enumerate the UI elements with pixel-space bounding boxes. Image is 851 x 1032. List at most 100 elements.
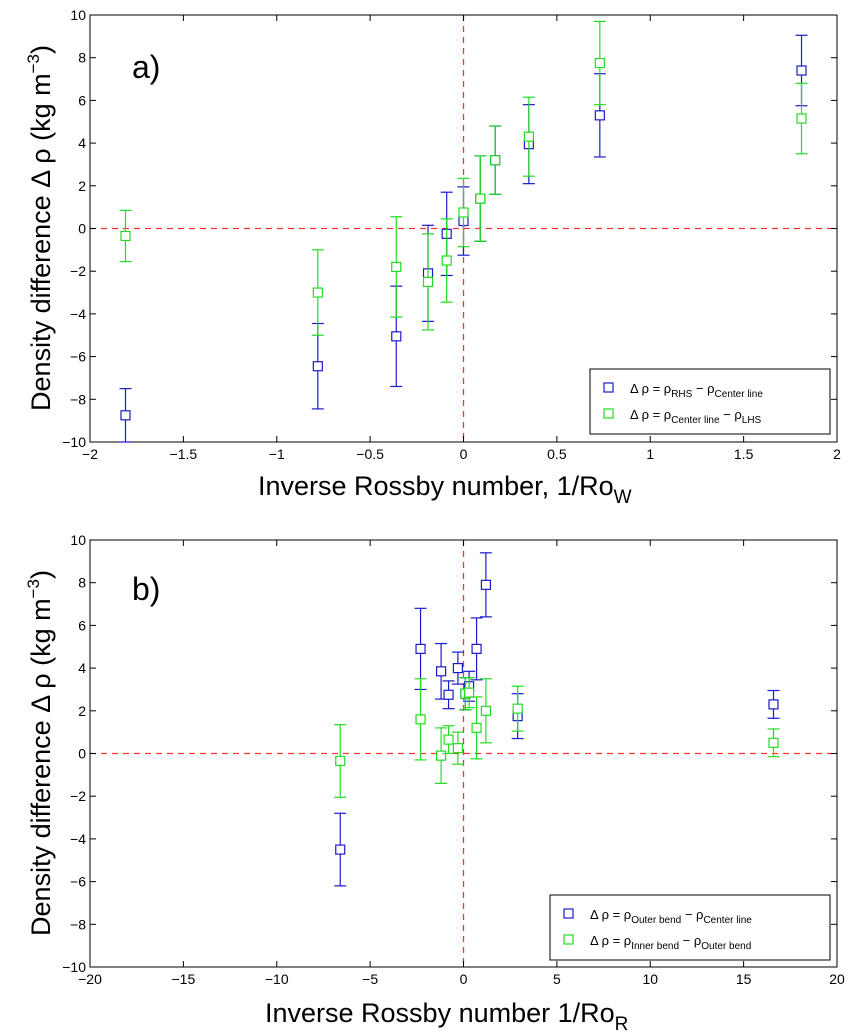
data-point [335, 844, 346, 855]
data-point [768, 737, 779, 748]
y-tick-label: −6 [70, 349, 86, 365]
data-point [452, 743, 463, 754]
x-tick-label: −5 [362, 971, 378, 987]
y-tick-label: −4 [70, 306, 86, 322]
x-axis-label-text: Inverse Rossby number, 1/Ro [258, 471, 614, 501]
y-tick-label: 2 [78, 703, 86, 719]
y-tick-label: −2 [70, 263, 86, 279]
x-axis-label-text: Inverse Rossby number 1/Ro [265, 998, 615, 1028]
x-tick-label: 15 [736, 971, 752, 987]
x-tick-label: −10 [265, 971, 289, 987]
legend-text: Δ ρ = ρ [630, 407, 671, 422]
x-tick-label: 0.5 [547, 446, 567, 462]
x-tick-label: 2 [833, 446, 841, 462]
data-point [391, 261, 402, 273]
data-point [422, 276, 434, 287]
legend-text: − ρ [692, 381, 714, 396]
y-tick-label: −6 [70, 874, 86, 890]
y-tick-label: −10 [62, 959, 86, 975]
data-point [523, 131, 534, 142]
data-point [471, 722, 482, 733]
y-tick-label: 6 [78, 92, 86, 108]
x-tick-label: −1.5 [170, 446, 198, 462]
y-tick-label: −2 [70, 788, 86, 804]
x-tick-label: −1 [269, 446, 285, 462]
data-point [458, 207, 469, 218]
x-tick-label: −15 [172, 971, 196, 987]
series-1 [334, 552, 780, 887]
legend-subscript: Center line [715, 389, 764, 400]
panel-label: b) [132, 571, 160, 607]
y-tick-label: 2 [78, 178, 86, 194]
data-point [312, 287, 323, 298]
y-tick-label: 0 [78, 746, 86, 762]
data-point [415, 643, 426, 654]
y-axis-label: Density difference Δ ρ (kg m−3) [24, 45, 56, 411]
data-point [594, 57, 605, 69]
x-tick-label: 20 [829, 971, 845, 987]
data-point [480, 579, 492, 590]
legend-subscript: Center line [703, 915, 752, 926]
legend-subscript: RHS [671, 389, 692, 400]
series-2 [119, 20, 808, 336]
series-2 [334, 677, 780, 798]
legend-text: Δ ρ = ρ [590, 907, 631, 922]
legend-entry: Δ ρ = ρCenter line − ρLHS [630, 407, 762, 426]
legend-box [589, 368, 831, 435]
data-point [120, 410, 131, 421]
data-point [441, 255, 452, 266]
y-axis-label-text: ) [26, 570, 56, 579]
x-tick-label: 1.5 [734, 446, 754, 462]
x-axis-label: Inverse Rossby number, 1/RoW [258, 471, 632, 508]
legend-text: − ρ [681, 907, 703, 922]
data-point [391, 331, 402, 342]
x-tick-label: 1 [646, 446, 654, 462]
x-tick-label: 0 [460, 971, 468, 987]
y-axis-label-text: Density difference Δ ρ (kg m [26, 73, 56, 411]
data-point [415, 714, 426, 725]
legend-text: − ρ [679, 933, 701, 948]
y-tick-label: 10 [70, 532, 86, 548]
x-axis-label-subscript: W [614, 487, 632, 508]
legend-subscript: Outer bend [631, 915, 681, 926]
y-tick-label: 4 [78, 660, 86, 676]
x-tick-label: −20 [78, 971, 102, 987]
y-axis-label-superscript: −3 [24, 54, 43, 73]
data-point [443, 734, 454, 745]
legend-marker [563, 934, 574, 945]
x-axis-label-subscript: R [615, 1014, 629, 1032]
legend-entry: Δ ρ = ρOuter bend − ρCenter line [590, 907, 752, 926]
data-point [475, 193, 486, 204]
data-point [490, 155, 501, 166]
data-point [512, 703, 523, 714]
legend-entry: Δ ρ = ρRHS − ρCenter line [630, 381, 763, 400]
panel-label: a) [132, 49, 160, 85]
y-axis-label: Density difference Δ ρ (kg m−3) [24, 570, 56, 936]
x-tick-label: 10 [642, 971, 658, 987]
y-tick-label: 0 [78, 221, 86, 237]
legend-marker [563, 908, 574, 919]
legend-box [549, 894, 831, 961]
data-point [335, 755, 346, 767]
legend-marker [603, 408, 614, 419]
y-tick-label: 8 [78, 575, 86, 591]
legend-text: − ρ [720, 407, 742, 422]
legend-subscript: Outer bend [701, 941, 751, 952]
legend-entry: Δ ρ = ρInner bend − ρOuter bend [590, 933, 751, 952]
data-point [435, 750, 447, 761]
data-point [480, 705, 492, 716]
data-point [435, 666, 447, 677]
y-tick-label: 6 [78, 617, 86, 633]
legend-subscript: Inner bend [631, 941, 679, 952]
panel-a-plot: −2 −1.5 −1 −0.5 0 0.5 1 1.5 2 −10 −8 −6 −4 −2 0 2 4 6 8 10 Δ… [24, 7, 841, 508]
data-point [471, 643, 482, 654]
data-point [443, 689, 454, 700]
data-point [796, 65, 807, 76]
data-point [768, 699, 779, 710]
legend-marker [603, 382, 614, 393]
y-axis-label-text: ) [26, 45, 56, 54]
